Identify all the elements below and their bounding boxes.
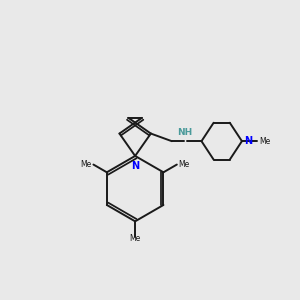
Text: Me: Me <box>130 234 141 243</box>
Text: N: N <box>244 136 252 146</box>
Text: Me: Me <box>259 137 270 146</box>
Text: N: N <box>131 161 139 171</box>
Text: Me: Me <box>178 160 190 169</box>
Text: NH: NH <box>178 128 193 137</box>
Text: Me: Me <box>80 160 92 169</box>
